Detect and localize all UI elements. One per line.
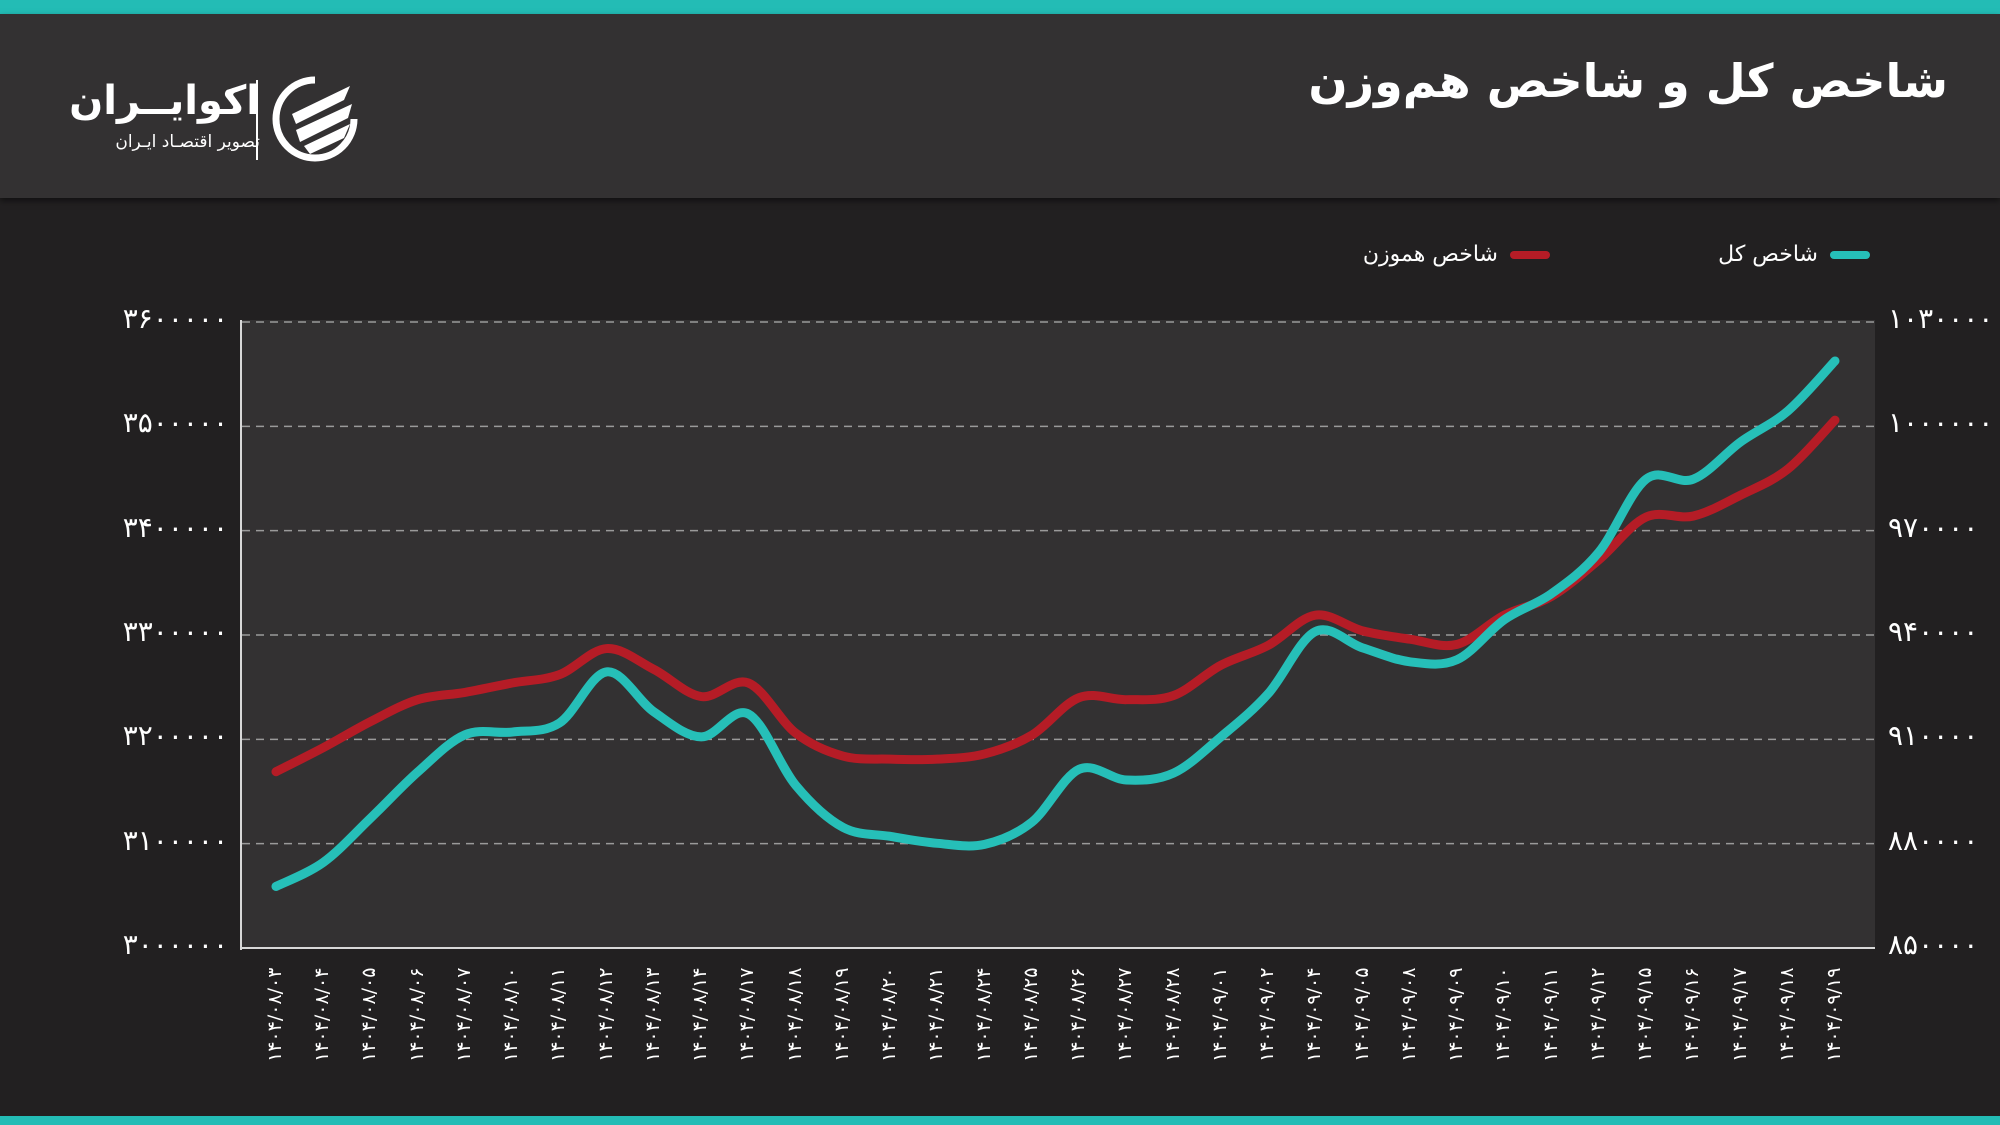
logo-divider (256, 80, 258, 160)
page-title: شاخص کل و شاخص هم‌وزن (1308, 54, 1948, 108)
legend-swatch-red (1510, 250, 1550, 259)
right-y-tick-label: ۱۰۰۰۰۰۰ (1888, 406, 1994, 440)
right-y-tick-label: ۸۸۰۰۰۰ (1888, 823, 1979, 857)
x-tick-label: ۱۴۰۴/۰۸/۲۸ (1161, 967, 1184, 1062)
x-tick-label: ۱۴۰۴/۰۹/۱۱ (1539, 967, 1562, 1062)
x-tick-label: ۱۴۰۴/۰۸/۰۷ (452, 967, 475, 1062)
x-tick-label: ۱۴۰۴/۰۸/۲۷ (1114, 967, 1137, 1062)
legend-item-equal-weight-index: شاخص هموزن (1363, 242, 1550, 267)
chart-legend: شاخص کل شاخص هموزن (1330, 242, 1870, 278)
x-tick-label: ۱۴۰۴/۰۸/۱۷ (736, 967, 759, 1062)
left-y-tick-label: ۳۵۰۰۰۰۰ (122, 406, 228, 440)
x-tick-label: ۱۴۰۴/۰۸/۱۱ (547, 967, 570, 1062)
x-tick-label: ۱۴۰۴/۰۸/۱۲ (594, 967, 617, 1062)
x-tick-label: ۱۴۰۴/۰۸/۲۶ (1067, 967, 1090, 1062)
right-y-tick-label: ۹۷۰۰۰۰ (1888, 510, 1979, 544)
x-tick-label: ۱۴۰۴/۰۸/۰۵ (358, 967, 381, 1062)
x-tick-label: ۱۴۰۴/۰۹/۰۹ (1445, 967, 1468, 1062)
bottom-accent-stripe (0, 1116, 2000, 1125)
x-tick-label: ۱۴۰۴/۰۸/۱۰ (500, 967, 523, 1062)
left-y-tick-label: ۳۳۰۰۰۰۰ (122, 615, 228, 648)
legend-item-total-index: شاخص کل (1718, 242, 1870, 267)
x-tick-label: ۱۴۰۴/۰۸/۰۶ (405, 967, 428, 1062)
legend-swatch-teal (1830, 250, 1870, 259)
y-axis-line (240, 320, 242, 950)
gridlines (242, 321, 1875, 845)
x-tick-label: ۱۴۰۴/۰۸/۱۹ (830, 967, 853, 1062)
x-tick-label: ۱۴۰۴/۰۸/۰۴ (311, 967, 334, 1062)
x-tick-label: ۱۴۰۴/۰۹/۱۸ (1775, 967, 1798, 1062)
x-tick-label: ۱۴۰۴/۰۸/۲۰ (878, 967, 901, 1062)
left-y-tick-label: ۳۲۰۰۰۰۰ (122, 719, 228, 753)
x-tick-label: ۱۴۰۴/۰۸/۲۵ (1019, 967, 1042, 1062)
x-tick-label: ۱۴۰۴/۰۸/۰۳ (264, 967, 286, 1062)
left-y-tick-label: ۳۶۰۰۰۰۰ (122, 302, 228, 335)
x-tick-label: ۱۴۰۴/۰۹/۰۸ (1397, 967, 1420, 1062)
x-tick-label: ۱۴۰۴/۰۸/۱۳ (641, 967, 664, 1062)
left-y-tick-label: ۳۰۰۰۰۰۰ (122, 928, 228, 961)
legend-label: شاخص کل (1718, 242, 1818, 267)
equal-weight-index-line (271, 415, 1840, 777)
x-tick-label: ۱۴۰۴/۰۹/۱۶ (1681, 967, 1704, 1062)
x-tick-label: ۱۴۰۴/۰۸/۱۴ (689, 967, 712, 1062)
x-axis-line (240, 947, 1875, 949)
left-y-tick-label: ۳۴۰۰۰۰۰ (122, 510, 228, 544)
total-index-line (271, 356, 1840, 891)
brand-logo: اکوایــران تصویر اقتصـاد ایـران (69, 74, 370, 164)
header: شاخص کل و شاخص هم‌وزن اکوایــران تصویر ا… (0, 14, 2000, 198)
x-tick-label: ۱۴۰۴/۰۸/۲۱ (925, 967, 948, 1062)
x-tick-label: ۱۴۰۴/۰۹/۱۲ (1586, 967, 1609, 1062)
x-tick-label: ۱۴۰۴/۰۹/۰۱ (1208, 967, 1231, 1062)
legend-label: شاخص هموزن (1362, 242, 1498, 267)
right-y-tick-label: ۹۴۰۰۰۰ (1888, 615, 1979, 648)
x-tick-label: ۱۴۰۴/۰۹/۰۲ (1256, 967, 1279, 1062)
x-tick-label: ۱۴۰۴/۰۹/۰۵ (1350, 967, 1373, 1062)
x-tick-label: ۱۴۰۴/۰۸/۱۸ (783, 967, 806, 1062)
x-tick-label: ۱۴۰۴/۰۹/۱۹ (1823, 967, 1845, 1062)
logo-tagline: تصویر اقتصـاد ایـران (115, 132, 260, 152)
x-tick-label: ۱۴۰۴/۰۹/۱۵ (1634, 967, 1657, 1062)
x-tick-label: ۱۴۰۴/۰۸/۲۴ (972, 967, 995, 1062)
x-tick-label: ۱۴۰۴/۰۹/۰۴ (1303, 967, 1326, 1062)
right-y-tick-label: ۱۰۳۰۰۰۰ (1888, 302, 1994, 335)
top-accent-stripe (0, 0, 2000, 14)
left-y-tick-label: ۳۱۰۰۰۰۰ (122, 823, 228, 857)
x-tick-label: ۱۴۰۴/۰۹/۱۷ (1728, 967, 1751, 1062)
x-tick-label: ۱۴۰۴/۰۹/۱۰ (1492, 967, 1515, 1062)
right-y-tick-label: ۹۱۰۰۰۰ (1888, 719, 1979, 753)
logo-name: اکوایــران (69, 78, 260, 124)
ecoiran-logo-icon (272, 76, 358, 162)
right-y-tick-label: ۸۵۰۰۰۰ (1888, 928, 1979, 961)
